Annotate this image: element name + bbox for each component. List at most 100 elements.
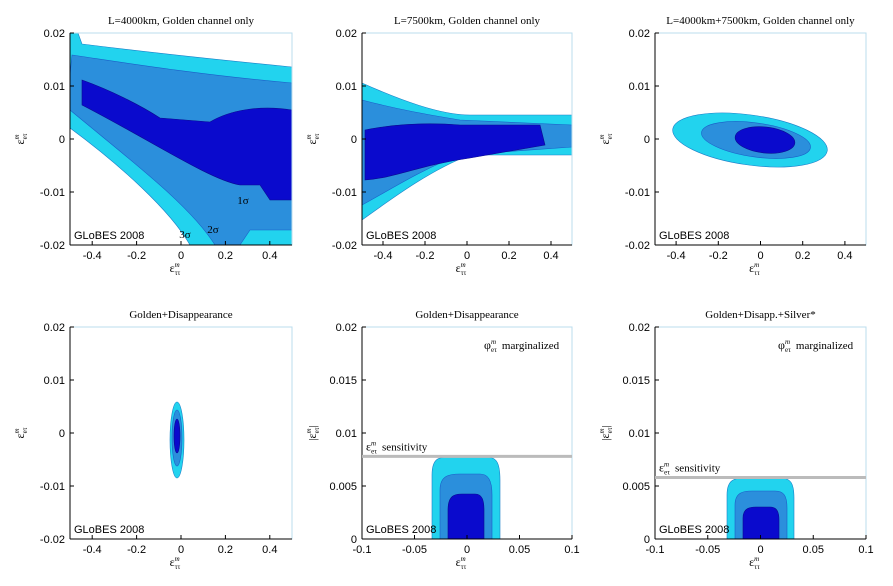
panel-title: Golden+Disappearance: [129, 309, 232, 321]
x-axis-label: εm ττ: [456, 261, 467, 277]
contour-1sigma: [364, 123, 546, 181]
x-tick-label: -0.4: [83, 544, 102, 556]
label-sup: m: [305, 428, 313, 433]
y-tick-label: 0: [644, 134, 650, 146]
x-tick-label: 0: [464, 544, 470, 556]
x-tick-label: 0.2: [218, 544, 233, 556]
label-text: sensitivity: [382, 441, 428, 453]
y-tick-label: 0.015: [622, 375, 650, 387]
y-tick-label: -0.01: [625, 187, 650, 199]
y-tick-label: -0.02: [625, 240, 650, 252]
annotation: φm eτ marginalized: [484, 338, 560, 354]
label-base: ε: [13, 139, 27, 144]
x-axis-label: εm ττ: [749, 261, 760, 277]
sigma-label: 2σ: [207, 224, 219, 236]
y-axis-label: εmeτ: [598, 133, 614, 144]
label-base: ε: [749, 261, 754, 275]
label-part: |: [600, 439, 612, 441]
y-tick-label: -0.01: [40, 187, 65, 199]
y-axis-label: |εmeτ|: [598, 425, 614, 440]
y-tick-label: -0.02: [40, 534, 65, 546]
annotation: εm eτ sensitivity: [366, 439, 428, 455]
label-base: ε: [170, 261, 175, 275]
label-sup: m: [13, 134, 21, 139]
x-tick-label: 0.2: [795, 250, 810, 262]
y-tick-label: 0.02: [44, 28, 65, 40]
y-tick-label: -0.02: [332, 240, 357, 252]
label-sup: m: [461, 261, 466, 269]
panel-title: L=4000km, Golden channel only: [108, 15, 255, 27]
y-tick-label: 0: [351, 134, 357, 146]
label-sub: ττ: [175, 269, 181, 277]
label-sub: eτ: [606, 427, 614, 433]
label-sub: eτ: [785, 346, 791, 354]
y-tick-label: 0.02: [629, 28, 650, 40]
y-tick-label: 0.005: [329, 481, 357, 493]
y-axis-label: εmeτ: [13, 427, 29, 438]
contours: [69, 32, 828, 540]
label-sub: eτ: [313, 133, 321, 139]
label-base: ε: [305, 433, 319, 438]
label-base: ε: [13, 433, 27, 438]
watermark: GLoBES 2008: [366, 230, 436, 242]
x-tick-label: 0.2: [218, 250, 233, 262]
y-axis-label: εmeτ: [13, 133, 29, 144]
watermark: GLoBES 2008: [659, 524, 729, 536]
x-tick-label: -0.4: [667, 250, 686, 262]
y-tick-label: 0.02: [629, 322, 650, 334]
y-tick-label: 0: [59, 428, 65, 440]
label-sup: m: [491, 338, 496, 346]
x-tick-label: -0.2: [416, 250, 435, 262]
label-sup: m: [598, 134, 606, 139]
watermark: GLoBES 2008: [74, 230, 144, 242]
label-sub: eτ: [21, 133, 29, 139]
label-sub: eτ: [313, 427, 321, 433]
x-axis-label: εm ττ: [170, 555, 181, 571]
x-tick-label: -0.1: [353, 544, 372, 556]
y-tick-label: 0.02: [336, 28, 357, 40]
x-tick-label: -0.4: [374, 250, 393, 262]
label-base: φ: [484, 338, 491, 352]
panel-title: L=7500km, Golden channel only: [394, 15, 541, 27]
x-tick-label: 0: [464, 250, 470, 262]
x-tick-label: -0.4: [83, 250, 102, 262]
label-base: ε: [456, 555, 461, 569]
x-tick-label: -0.05: [695, 544, 720, 556]
x-tick-label: -0.2: [127, 544, 146, 556]
label-base: ε: [366, 439, 371, 453]
x-tick-label: 0.05: [803, 544, 824, 556]
label-base: ε: [659, 461, 664, 475]
y-tick-label: 0.01: [629, 81, 650, 93]
y-tick-label: 0: [351, 534, 357, 546]
y-tick-label: 0.01: [336, 428, 357, 440]
x-tick-label: -0.2: [127, 250, 146, 262]
label-sup: m: [785, 338, 790, 346]
label-sup: m: [461, 555, 466, 563]
label-sup: m: [754, 261, 759, 269]
y-tick-label: 0.01: [44, 375, 65, 387]
label-sub: ττ: [754, 563, 760, 571]
x-tick-label: -0.05: [402, 544, 427, 556]
x-tick-label: -0.1: [646, 544, 665, 556]
contour-1sigma: [81, 79, 293, 201]
label-sub: ττ: [461, 563, 467, 571]
contour-1sigma: [742, 506, 780, 540]
x-axis-label: εm ττ: [170, 261, 181, 277]
y-tick-label: 0.01: [336, 81, 357, 93]
label-sup: m: [371, 439, 376, 447]
x-tick-label: 0.4: [543, 250, 558, 262]
y-tick-label: 0.005: [622, 481, 650, 493]
x-tick-label: 0.1: [564, 544, 579, 556]
label-sub: ττ: [461, 269, 467, 277]
label-sup: m: [754, 555, 759, 563]
y-tick-label: -0.01: [332, 187, 357, 199]
label-base: φ: [778, 338, 785, 352]
y-tick-label: -0.02: [40, 240, 65, 252]
label-sub: eτ: [664, 469, 670, 477]
x-axis-label: εm ττ: [456, 555, 467, 571]
label-sub: eτ: [606, 133, 614, 139]
x-tick-label: 0.4: [262, 250, 277, 262]
y-tick-label: 0.01: [44, 81, 65, 93]
x-tick-label: 0.4: [262, 544, 277, 556]
